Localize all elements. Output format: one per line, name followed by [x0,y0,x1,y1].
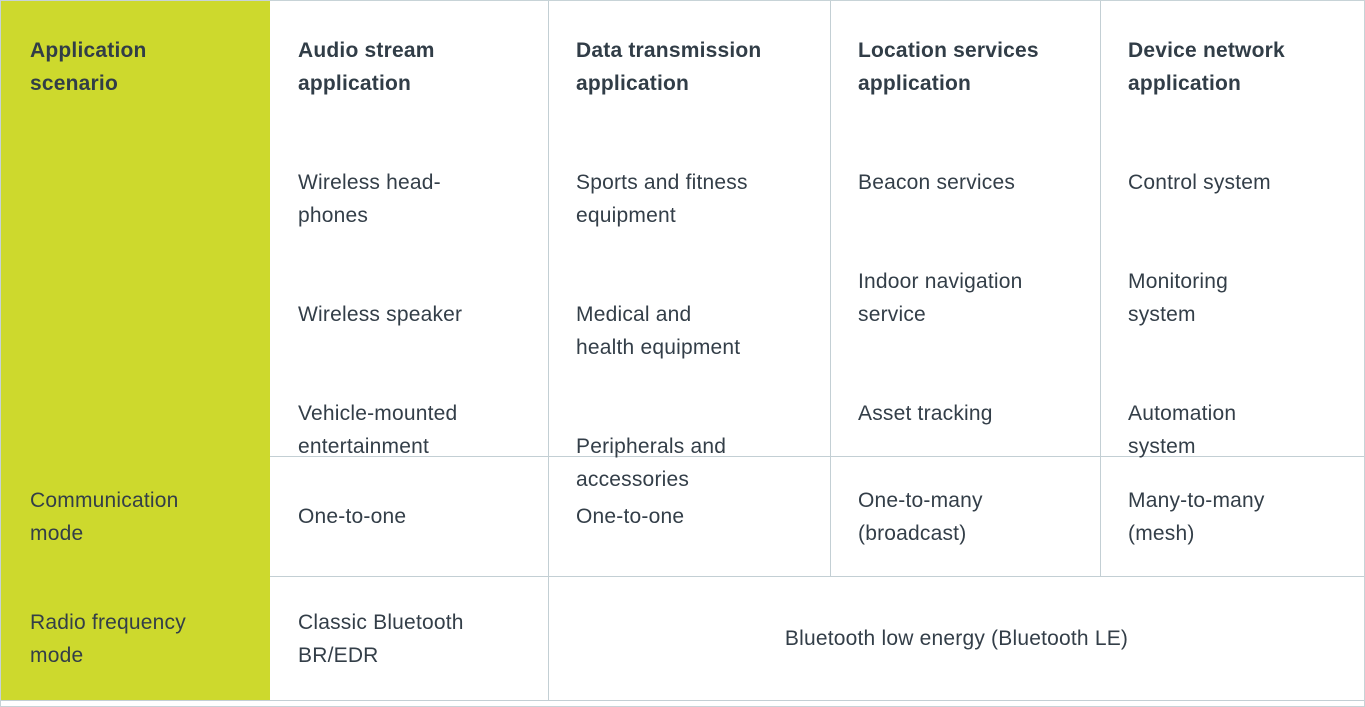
scenario-item: Vehicle-mounted entertainment [298,402,458,458]
column-header-location-services: Location services application [858,39,1039,95]
scenario-list-location-services: Beacon services Indoor navigation servic… [858,133,1023,496]
row-divider [270,456,1364,457]
scenario-list-device-network: Control system Monitoring system Automat… [1128,133,1271,529]
scenario-list-audio-stream: Wireless head- phones Wireless speaker V… [298,133,462,529]
communication-mode-audio-stream: One-to-one [298,505,407,528]
scenario-item: Asset tracking [858,402,993,425]
communication-mode-device-network: Many-to-many (mesh) [1128,488,1265,545]
communication-mode-data-transmission: One-to-one [576,505,685,528]
radio-frequency-mode-audio-stream: Classic Bluetooth BR/EDR [298,610,464,667]
scenario-list-data-transmission: Sports and fitness equipment Medical and… [576,133,748,562]
communication-mode-location-services: One-to-many (broadcast) [858,488,983,545]
row-label-application-scenario: Application scenario [30,39,147,95]
column-divider [830,1,831,576]
scenario-item: Indoor navigation service [858,270,1023,326]
radio-frequency-mode-shared: Bluetooth low energy (Bluetooth LE) [784,627,1129,650]
scenario-item: Peripherals and accessories [576,435,727,491]
scenario-item: Control system [1128,171,1271,194]
column-divider [548,1,549,700]
scenario-item: Sports and fitness equipment [576,171,748,227]
scenario-item: Medical and health equipment [576,303,741,359]
column-header-audio-stream: Audio stream application [298,39,435,95]
row-divider [270,576,1364,577]
row-divider [1,700,1364,701]
row-header-column-background [1,1,270,700]
scenario-item: Automation system [1128,402,1237,458]
row-label-radio-frequency-mode: Radio frequency mode [30,610,186,667]
scenario-item: Wireless head- phones [298,171,441,227]
column-header-device-network: Device network application [1128,39,1285,95]
scenario-item: Monitoring system [1128,270,1229,326]
scenario-item: Beacon services [858,171,1016,194]
column-header-data-transmission: Data transmission application [576,39,762,95]
column-divider [1100,1,1101,576]
row-label-communication-mode: Communication mode [30,488,179,545]
scenario-item: Wireless speaker [298,303,463,326]
